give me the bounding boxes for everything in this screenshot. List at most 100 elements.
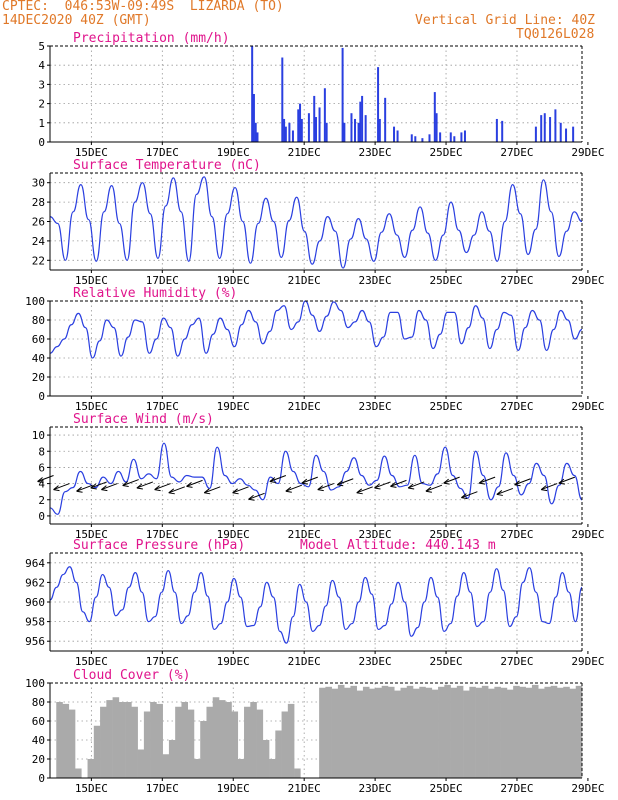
x-tick-label: 19DEC [217,146,250,159]
wind-arrow-head [390,481,397,488]
cloud-bar [331,688,339,778]
wind-arrow [269,475,287,482]
y-tick-label: 956 [25,635,45,648]
panel-cloud: 0 20 40 60 80 100 15DEC 17DEC 19DEC 21DEC 23DEC 25D… [25,668,604,795]
precip-bar [377,67,380,142]
y-tick-label: 100 [25,295,45,308]
x-tick-label: 27DEC [500,146,533,159]
wind-arrow-head [53,485,60,492]
wind-arrow [461,491,478,499]
y-tick-label: 40 [32,734,45,747]
precip-bar [393,126,396,142]
cloud-bar [544,686,552,778]
precip-bar [341,47,344,142]
precip-bar [460,132,463,142]
cloud-bar [563,686,570,778]
wind-arrow [425,484,443,492]
precip-bar [350,113,353,142]
precip-bar [414,136,417,142]
cloud-bar [350,685,357,778]
wind-arrow-head [514,480,521,487]
x-tick-label: 21DEC [288,146,321,159]
panel-temperature: 22 24 26 28 30 15DEC 17DEC 19DEC 21DEC 23DEC 25DEC… [32,158,605,287]
x-tick-label: 23DEC [359,655,392,668]
x-tick-label: 15DEC [75,274,108,287]
wind-arrow-head [356,488,363,495]
wind-arrow-head [317,485,324,492]
cloud-bar [450,687,458,778]
x-tick-label: 17DEC [146,528,179,541]
y-tick-label: 10 [32,429,45,442]
cloud-bar [68,709,76,778]
cloud-bar [400,687,408,778]
panel-precipitation: 0 1 2 3 4 5 15DEC 17DEC 19DEC 21DEC 23DEC 25DEC 27DE… [38,31,604,159]
y-tick-label: 2 [38,98,45,111]
cloud-bar [375,687,383,778]
cloud-bar [463,690,470,778]
series-line [49,176,583,269]
cloud-bar [56,702,63,778]
precip-bar [281,57,284,142]
wind-arrow [390,479,407,487]
cloud-bar [325,686,332,778]
y-tick-label: 20 [32,753,45,766]
x-tick-label: 21DEC [288,528,321,541]
cloud-bar [531,684,539,778]
cloud-bar [394,690,401,778]
cloud-bar [250,702,257,778]
wind-arrow [356,486,373,494]
wind-arrow [154,483,171,491]
x-tick-label: 17DEC [146,274,179,287]
panel-title: Precipitation (mm/h) [73,31,230,46]
x-tick-label: 25DEC [429,655,462,668]
cloud-bar [506,689,514,778]
wind-arrow-head [496,490,503,496]
precip-bar [361,95,364,142]
wind-arrow-head [186,481,193,488]
series-line [49,442,583,515]
cloud-bar [344,687,351,778]
y-tick-label: 8 [38,445,45,458]
wind-arrow [136,481,154,489]
precip-bar [291,130,294,142]
x-tick-label: 15DEC [75,782,108,795]
wind-arrow [168,486,185,494]
cloud-bar [118,702,126,778]
y-tick-label: 962 [25,576,45,589]
precip-bar [254,122,257,142]
cloud-bar [162,754,170,778]
panel-wind: 0 2 4 6 8 10 15DEC 17DEC 19DEC 21DEC 23DEC 25DEC 27D… [32,412,605,541]
wind-arrow [558,476,576,484]
y-tick-label: 0 [38,136,45,149]
x-tick-label: 27DEC [500,782,533,795]
chart-header: CPTEC: 046:53W-09:49S LIZARDA (TO) 14DEC… [0,0,618,46]
cloud-bar [231,711,239,778]
y-tick-label: 60 [32,715,45,728]
x-tick-label: 15DEC [75,528,108,541]
precip-bar [543,113,546,142]
precip-bar [421,138,424,142]
x-tick-label: 19DEC [217,528,250,541]
y-tick-label: 0 [38,510,45,523]
cloud-bar [100,706,107,778]
wind-arrow [186,479,203,487]
x-tick-label: 29DEC [571,528,604,541]
x-tick-label: 23DEC [359,528,392,541]
date-line: 14DEC2020 40Z (GMT) [2,13,151,28]
wind-arrow-head [285,486,292,493]
precip-bar [251,46,254,142]
precip-bar [359,101,362,142]
cloud-bar [381,685,389,778]
wind-arrow-head [76,486,83,493]
wind-arrow-head [269,477,276,483]
cloud-bar [275,730,282,778]
cloud-bar [294,768,301,778]
x-tick-label: 15DEC [75,146,108,159]
y-tick-label: 80 [32,696,45,709]
precip-bar [300,118,303,142]
y-tick-label: 0 [38,390,45,403]
cloud-bar [419,686,426,778]
x-tick-label: 25DEC [429,528,462,541]
cloud-bar [569,688,577,778]
precip-bar [384,97,387,142]
